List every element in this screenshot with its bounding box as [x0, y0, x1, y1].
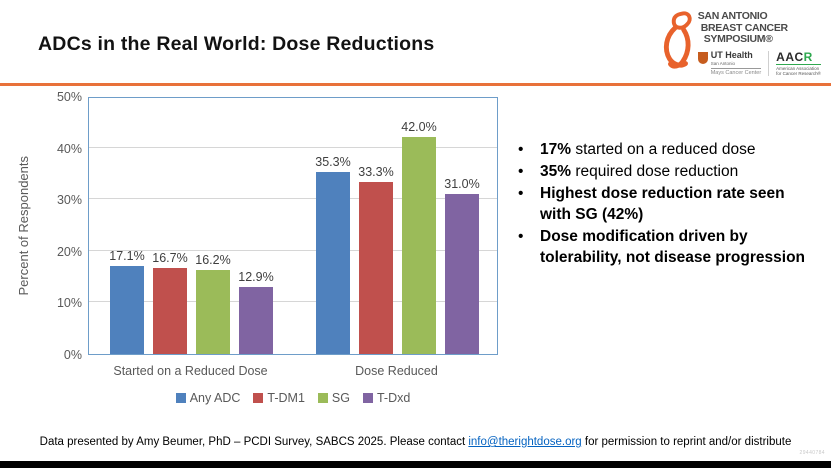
- bullet-icon: •: [518, 163, 524, 180]
- bar-slot: 35.3%: [315, 155, 351, 354]
- bullet-icon: •: [518, 228, 524, 245]
- y-tick-label: 50%: [56, 90, 82, 104]
- legend-item: T-DM1: [253, 391, 305, 405]
- bullet-icon: •: [518, 141, 524, 158]
- bar-value-label: 17.1%: [109, 248, 145, 263]
- symposium-name: SAN ANTONIO BREAST CANCER SYMPOSIUM®: [697, 10, 821, 46]
- gridline: [89, 146, 497, 148]
- bar-value-label: 33.3%: [358, 165, 394, 180]
- ut-health-logo: UT Health San Antonio Mays Cancer Center: [697, 49, 770, 76]
- bullet-icon: •: [518, 185, 524, 202]
- legend-swatch-icon: [317, 393, 328, 403]
- ut-divider: [710, 67, 762, 69]
- legend-label: Any ADC: [189, 391, 241, 405]
- x-axis-labels: Started on a Reduced Dose Dose Reduced: [88, 364, 498, 382]
- bar-sg: [196, 270, 230, 354]
- bar-value-label: 16.2%: [195, 253, 231, 268]
- bar-t-dxd: [445, 194, 479, 354]
- gridline: [89, 198, 497, 200]
- bar-value-label: 35.3%: [315, 154, 351, 169]
- ut-shield-icon: [697, 51, 708, 64]
- bar-value-label: 31.0%: [444, 177, 480, 192]
- list-item: • Highest dose reduction rate seen with …: [513, 183, 805, 225]
- logo-line-2: BREAST CANCER: [700, 21, 788, 34]
- aacr-subtitle: American Association for Cancer Research…: [776, 64, 821, 76]
- list-item: • Dose modification driven by tolerabili…: [513, 226, 805, 268]
- x-category-label: Started on a Reduced Dose: [113, 364, 268, 378]
- gridline: [89, 301, 497, 303]
- legend-swatch-icon: [253, 393, 264, 403]
- aacr-logo: AACR American Association for Cancer Res…: [776, 49, 821, 76]
- bar-value-label: 42.0%: [401, 120, 437, 135]
- legend-label: T-Dxd: [376, 391, 411, 405]
- bar-slot: 31.0%: [444, 177, 480, 354]
- bar-value-label: 12.9%: [238, 270, 274, 285]
- aacr-word: AACR: [776, 49, 813, 64]
- header-divider: [0, 83, 831, 86]
- y-tick-label: 10%: [56, 296, 82, 311]
- ut-health-sub: San Antonio: [710, 60, 735, 66]
- legend-swatch-icon: [362, 393, 373, 403]
- footer-text-post: for permission to reprint and/or distrib…: [581, 436, 792, 448]
- plot-area: 17.1% 16.7% 16.2% 12.9% 35.3% 33.3% 42.0% 31.0%: [88, 97, 498, 355]
- bar-slot: 42.0%: [401, 120, 437, 354]
- key-points-list: • 17% started on a reduced dose • 35% re…: [513, 139, 805, 269]
- page-title: ADCs in the Real World: Dose Reductions: [38, 33, 435, 55]
- y-axis-ticks: 0% 10% 20% 30% 40% 50%: [28, 90, 82, 362]
- chart-legend: Any ADC T-DM1 SG T-Dxd: [88, 391, 498, 405]
- bar-t-dm1: [153, 267, 187, 354]
- bar-group: 35.3% 33.3% 42.0% 31.0%: [315, 120, 480, 354]
- ut-health-name: UT Health: [710, 49, 753, 60]
- legend-label: T-DM1: [267, 391, 305, 405]
- legend-item: T-Dxd: [362, 391, 411, 405]
- legend-swatch-icon: [175, 393, 186, 403]
- ribbon-icon: [663, 11, 692, 69]
- y-tick-label: 20%: [56, 244, 82, 259]
- logo-line-3: SYMPOSIUM®: [703, 33, 773, 45]
- legend-item: SG: [317, 391, 350, 405]
- y-tick-label: 0%: [63, 348, 82, 362]
- bar-t-dxd: [239, 287, 273, 354]
- gridline: [89, 249, 497, 251]
- footer-text-pre: Data presented by Amy Beumer, PhD – PCDI…: [39, 436, 469, 448]
- bar-slot: 16.2%: [195, 253, 231, 354]
- bar-sg: [402, 137, 436, 354]
- slide-id-watermark: 29440784: [799, 450, 825, 456]
- aacr-green-r: R: [803, 49, 813, 64]
- bar-value-label: 16.7%: [152, 250, 188, 265]
- legend-label: SG: [331, 391, 350, 405]
- y-tick-label: 40%: [56, 141, 82, 156]
- bar-slot: 12.9%: [238, 270, 274, 354]
- legend-item: Any ADC: [175, 391, 241, 405]
- sabcs-logo: SAN ANTONIO BREAST CANCER SYMPOSIUM® UT …: [662, 7, 821, 76]
- bar-slot: 16.7%: [152, 251, 188, 354]
- bar-t-dm1: [359, 182, 393, 354]
- y-tick-label: 30%: [56, 193, 82, 208]
- bar-slot: 17.1%: [109, 249, 145, 354]
- bar-any-adc: [316, 171, 350, 354]
- bar-slot: 33.3%: [358, 165, 394, 354]
- list-item: • 35% required dose reduction: [513, 161, 805, 182]
- logo-line-1: SAN ANTONIO: [697, 10, 768, 22]
- contact-email-link[interactable]: info@therightdose.org: [468, 436, 582, 448]
- attribution-footer: Data presented by Amy Beumer, PhD – PCDI…: [0, 436, 831, 448]
- mays-cancer-center: Mays Cancer Center: [710, 69, 762, 76]
- list-item: • 17% started on a reduced dose: [513, 139, 805, 160]
- bottom-bar: [0, 461, 831, 468]
- bar-group: 17.1% 16.7% 16.2% 12.9%: [109, 249, 274, 354]
- bar-any-adc: [110, 265, 144, 354]
- x-category-label: Dose Reduced: [355, 364, 438, 378]
